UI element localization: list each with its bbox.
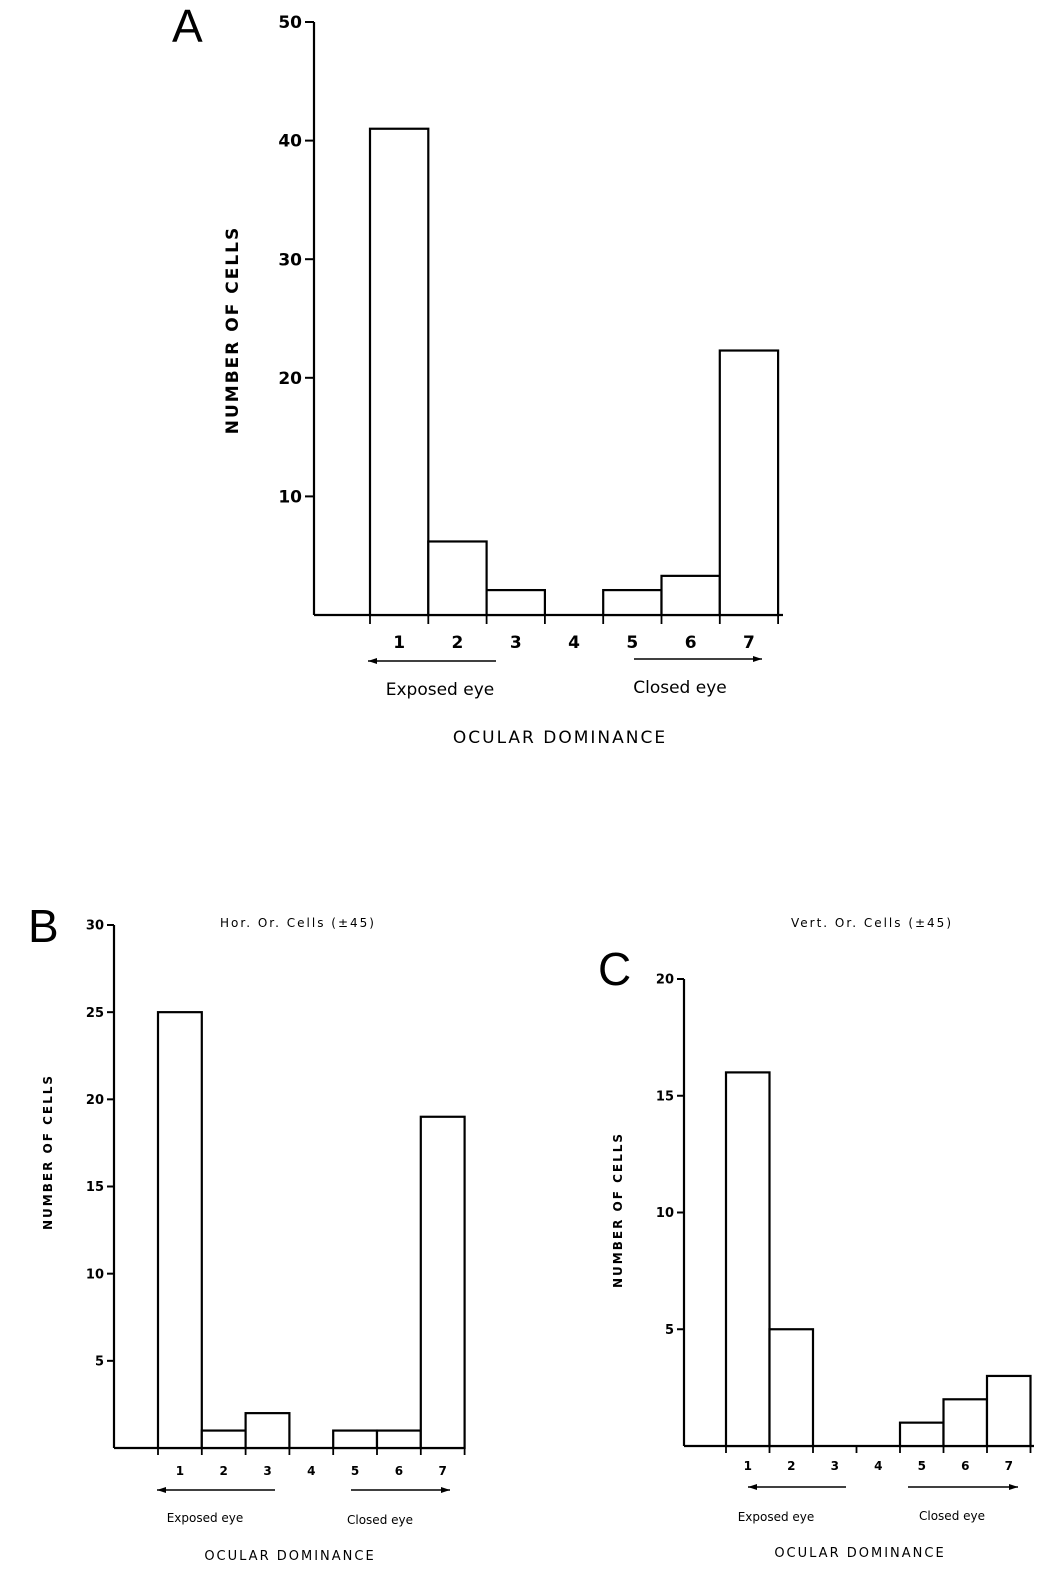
exposed-eye-label: Exposed eye <box>386 680 494 700</box>
y-axis-label: NUMBER OF CELLS <box>611 1132 625 1288</box>
bar-7 <box>419 1115 466 1450</box>
bar-5 <box>898 1421 945 1448</box>
exposed-eye-label: Exposed eye <box>167 1511 244 1525</box>
bar-5 <box>332 1429 379 1450</box>
chart-title: Hor. Or. Cells (±45) <box>220 916 376 930</box>
y-tick-label: 40 <box>278 132 302 152</box>
y-tick-label: 10 <box>656 1206 674 1221</box>
bar-3 <box>485 588 547 617</box>
x-tick-label: 5 <box>918 1459 926 1473</box>
x-tick-label: 7 <box>1005 1459 1013 1473</box>
closed-eye-label: Closed eye <box>633 678 726 698</box>
x-axis-label: OCULAR DOMINANCE <box>204 1549 375 1564</box>
chart-title: Vert. Or. Cells (±45) <box>791 916 953 930</box>
x-tick-label: 2 <box>220 1464 228 1478</box>
exposed-eye-label: Exposed eye <box>738 1510 815 1524</box>
x-tick-label: 2 <box>452 633 464 653</box>
bar-7 <box>985 1374 1032 1448</box>
x-axis-label: OCULAR DOMINANCE <box>774 1546 945 1561</box>
bar-6 <box>375 1429 422 1450</box>
bar-3 <box>244 1412 291 1450</box>
x-tick-label: 2 <box>787 1459 795 1473</box>
x-tick-label: 4 <box>874 1459 882 1473</box>
exposed-eye-arrow <box>368 658 496 664</box>
y-tick-label: 15 <box>86 1180 104 1195</box>
bar-6 <box>660 574 721 617</box>
closed-eye-label: Closed eye <box>347 1513 413 1527</box>
x-tick-label: 5 <box>351 1464 359 1478</box>
exposed-eye-arrow <box>748 1484 846 1490</box>
y-tick-label: 25 <box>86 1006 104 1021</box>
y-tick-label: 5 <box>665 1323 674 1338</box>
y-tick-label: 20 <box>86 1093 104 1108</box>
x-tick-label: 6 <box>685 633 697 653</box>
exposed-eye-arrow <box>157 1487 275 1493</box>
x-tick-label: 4 <box>307 1464 315 1478</box>
x-tick-label: 4 <box>568 633 580 653</box>
panel-a: A 10 20 30 40 50 NUMBER OF CELLS 1 2 3 4 5 6 7 Exposed… <box>172 0 783 748</box>
closed-eye-arrow <box>634 656 762 662</box>
y-axis-label: NUMBER OF CELLS <box>41 1074 55 1230</box>
x-tick-label: 6 <box>961 1459 969 1473</box>
y-tick-label: 30 <box>86 919 104 934</box>
bar-7 <box>718 349 780 617</box>
y-tick-label: 20 <box>656 973 674 988</box>
x-tick-label: 7 <box>439 1464 447 1478</box>
x-tick-label: 3 <box>263 1464 271 1478</box>
bar-6 <box>942 1398 989 1448</box>
x-tick-label: 1 <box>744 1459 752 1473</box>
x-tick-label: 3 <box>510 633 522 653</box>
x-tick-label: 1 <box>176 1464 184 1478</box>
bar-1 <box>156 1011 203 1450</box>
x-tick-label: 6 <box>395 1464 403 1478</box>
y-tick-label: 30 <box>278 250 302 270</box>
y-tick-label: 50 <box>278 13 302 33</box>
bar-2 <box>200 1429 247 1450</box>
closed-eye-arrow <box>908 1484 1018 1490</box>
panel-letter: C <box>598 943 631 995</box>
bar-2 <box>427 540 488 617</box>
panel-letter: A <box>172 0 203 52</box>
x-tick-label: 5 <box>626 633 638 653</box>
y-tick-label: 15 <box>656 1089 674 1104</box>
y-tick-label: 10 <box>278 488 302 508</box>
y-tick-label: 20 <box>278 369 302 389</box>
panel-letter: B <box>28 900 59 952</box>
bar-5 <box>602 588 663 617</box>
bar-1 <box>368 127 430 617</box>
x-tick-label: 3 <box>831 1459 839 1473</box>
bar-1 <box>724 1071 771 1448</box>
x-tick-label: 7 <box>743 633 755 653</box>
bar-2 <box>768 1328 815 1448</box>
y-axis-label: NUMBER OF CELLS <box>223 226 243 435</box>
closed-eye-arrow <box>351 1487 450 1493</box>
y-tick-label: 5 <box>95 1355 104 1370</box>
x-tick-label: 1 <box>393 633 405 653</box>
x-axis-label: OCULAR DOMINANCE <box>453 728 667 748</box>
y-tick-label: 10 <box>86 1267 104 1282</box>
closed-eye-label: Closed eye <box>919 1509 985 1523</box>
